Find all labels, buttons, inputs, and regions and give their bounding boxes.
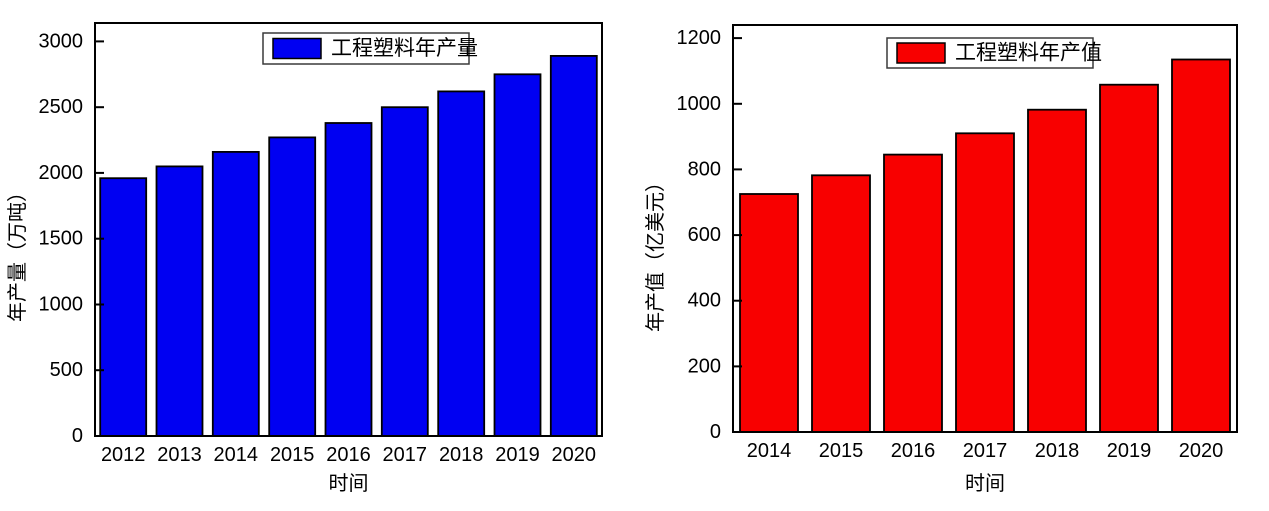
x-tick-label: 2019 [495,444,540,466]
x-tick-label: 2017 [383,444,428,466]
y-axis-label: 年产值（亿美元） [644,172,667,332]
x-tick-label: 2018 [1035,440,1080,462]
bar-2016 [324,122,373,437]
y-tick-label: 0 [72,425,83,447]
y-tick-label: 800 [688,158,721,180]
x-tick-label: 2019 [1107,440,1152,462]
bar-2019 [1099,83,1159,433]
x-tick-label: 2012 [101,444,146,466]
legend-label: 工程塑料年产值 [955,42,1102,65]
legend-swatch [896,42,946,64]
bar-2012 [99,177,148,437]
legend-swatch [272,37,322,60]
x-tick-label: 2015 [270,444,315,466]
bar-2020 [549,55,598,437]
x-tick-label: 2017 [963,440,1008,462]
x-tick-label: 2014 [747,440,792,462]
y-tick-label: 2500 [39,96,84,118]
plot-frame [94,22,603,437]
y-tick-label: 200 [688,355,721,377]
bar-2017 [380,106,429,437]
x-tick-label: 2014 [214,444,259,466]
x-tick-label: 2020 [552,444,597,466]
x-tick-label: 2016 [891,440,936,462]
bar-2014 [739,193,799,433]
bar-2019 [493,73,542,437]
bar-2017 [955,132,1015,433]
x-tick-label: 2020 [1179,440,1224,462]
y-tick-label: 1000 [677,93,722,115]
bar-2014 [211,150,260,437]
y-tick-label: 500 [50,359,83,381]
y-tick-label: 1500 [39,228,84,250]
bar-2018 [1027,108,1087,433]
y-tick-label: 0 [710,421,721,443]
y-tick-label: 2000 [39,162,84,184]
legend-label: 工程塑料年产量 [331,37,478,60]
x-tick-label: 2016 [326,444,371,466]
y-tick-label: 1000 [39,294,84,316]
bar-2016 [883,153,943,433]
y-axis-label: 年产量（万吨） [6,182,29,322]
y-tick-label: 400 [688,290,721,312]
x-axis-label: 时间 [329,472,369,495]
x-tick-label: 2018 [439,444,484,466]
x-tick-label: 2015 [819,440,864,462]
y-tick-label: 600 [688,224,721,246]
x-axis-label: 时间 [965,472,1005,495]
bar-2015 [811,174,871,433]
y-tick-label: 1200 [677,27,722,49]
plot-frame [732,24,1238,433]
bar-2013 [155,165,204,437]
bar-2020 [1171,58,1231,433]
y-tick-label: 3000 [39,30,84,52]
bar-2015 [268,136,317,437]
bar-2018 [437,90,486,437]
x-tick-label: 2013 [157,444,202,466]
